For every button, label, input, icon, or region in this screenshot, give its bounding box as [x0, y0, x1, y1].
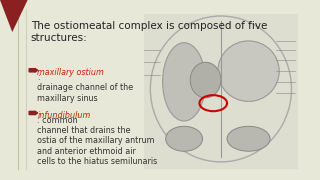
Ellipse shape	[190, 62, 221, 98]
Ellipse shape	[166, 126, 203, 151]
Polygon shape	[0, 0, 28, 32]
Ellipse shape	[227, 126, 270, 151]
Text: maxillary ostium: maxillary ostium	[37, 69, 104, 78]
Ellipse shape	[218, 41, 279, 101]
Text: : common
channel that drains the
ostia of the maxillary antrum
and anterior ethm: : common channel that drains the ostia o…	[37, 116, 158, 166]
Text: The ostiomeatal complex is composed of five
structures:: The ostiomeatal complex is composed of f…	[31, 21, 267, 43]
FancyArrow shape	[29, 68, 38, 72]
FancyArrow shape	[29, 111, 38, 115]
Text: :
drainage channel of the
maxillary sinus: : drainage channel of the maxillary sinu…	[37, 73, 133, 103]
Ellipse shape	[163, 43, 205, 121]
FancyBboxPatch shape	[144, 14, 298, 169]
Text: infundibulum: infundibulum	[37, 111, 91, 120]
